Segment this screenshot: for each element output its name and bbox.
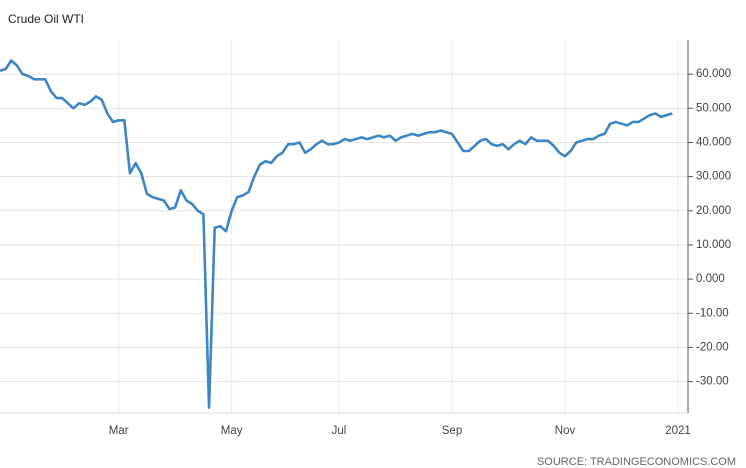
source-note: SOURCE: TRADINGECONOMICS.COM: [537, 456, 736, 468]
y-tick-label: 10.000: [696, 239, 731, 251]
y-tick-label: 50.000: [696, 102, 731, 114]
y-tick-label: 60.000: [696, 68, 731, 80]
chart-title: Crude Oil WTI: [8, 12, 84, 26]
y-tick-label: 40.000: [696, 137, 731, 149]
x-tick-label: Sep: [442, 425, 462, 437]
x-tick-label: Jul: [332, 425, 347, 437]
x-tick-label: 2021: [665, 425, 691, 437]
y-tick-label: -30.00: [696, 376, 729, 388]
y-tick-label: -20.00: [696, 341, 729, 353]
x-tick-label: May: [221, 425, 243, 437]
y-tick-label: -10.00: [696, 307, 729, 319]
x-tick-label: Mar: [109, 425, 129, 437]
x-tick-label: Nov: [555, 425, 576, 437]
y-tick-label: 20.000: [696, 205, 731, 217]
y-tick-label: 0.000: [696, 273, 725, 285]
y-tick-label: 30.000: [696, 171, 731, 183]
price-line: [0, 59, 673, 409]
